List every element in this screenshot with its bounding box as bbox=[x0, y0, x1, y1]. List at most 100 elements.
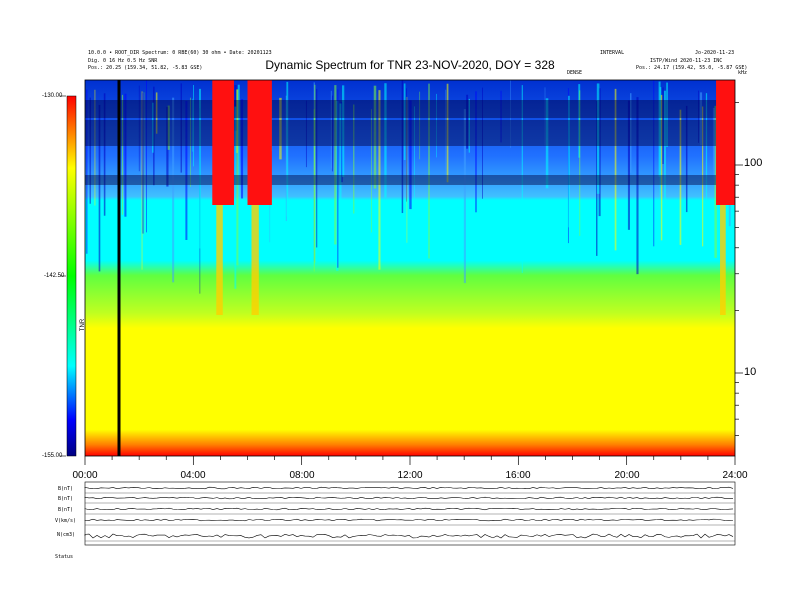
spectrum-stripe bbox=[384, 83, 387, 198]
spectrum-stripe bbox=[403, 83, 406, 161]
spectrum-stripe bbox=[401, 80, 404, 214]
spectrum-stripe bbox=[653, 80, 655, 247]
radio-burst bbox=[716, 80, 735, 205]
y-tick-100: 100 bbox=[744, 157, 763, 169]
spectrum-stripe bbox=[579, 90, 581, 236]
spectrum-stripe bbox=[468, 98, 470, 153]
y-axis-ticks bbox=[735, 102, 743, 436]
spectrum-stripe bbox=[482, 87, 483, 199]
colorbar-tick-bottom: -155.00 bbox=[42, 453, 63, 459]
spectrum-stripe bbox=[146, 80, 147, 233]
spectrum-stripe bbox=[199, 88, 201, 249]
lower-bottom-label: Status bbox=[55, 554, 74, 560]
lower-row-label-4: N(cm3) bbox=[57, 532, 76, 538]
x-tick-3: 12:00 bbox=[397, 470, 423, 481]
spectrum-stripe bbox=[332, 95, 333, 172]
spectrum-stripe bbox=[663, 90, 666, 242]
spectrum-stripe bbox=[98, 104, 101, 272]
radio-burst-tail bbox=[216, 205, 223, 315]
spectrum-stripe bbox=[167, 105, 170, 150]
lower-trace bbox=[84, 486, 734, 490]
spectrum-stripe bbox=[568, 95, 570, 228]
spectrum-stripe bbox=[94, 89, 96, 206]
lower-row-label-0: B(nT) bbox=[58, 486, 74, 492]
spectrum-stripe bbox=[172, 97, 175, 283]
spectrum-stripe bbox=[142, 92, 144, 234]
header-left-line3: Pos.: 20.25 (159.34, 51.82, -5.83 GSE) bbox=[88, 65, 203, 71]
spectrum-stripe bbox=[337, 89, 339, 268]
spectrum-stripe bbox=[596, 83, 600, 194]
header-right-line1: INTERVAL bbox=[600, 50, 625, 56]
spectrum-stripe bbox=[152, 102, 154, 153]
spectrum-stripe bbox=[166, 106, 169, 187]
spectrum-stripe bbox=[466, 94, 469, 149]
spectrum-stripe bbox=[521, 85, 523, 273]
colorbar-tick-mid: -142.50 bbox=[44, 273, 65, 279]
spectrum-stripe bbox=[191, 98, 193, 152]
spectrum-stripe bbox=[340, 102, 343, 183]
spectrum-stripe bbox=[614, 88, 617, 251]
spectrum-stripe bbox=[406, 88, 407, 202]
spectrum-stripe bbox=[313, 109, 315, 272]
spectrum-stripe bbox=[544, 87, 546, 146]
header-right-line2: Jo-2020-11-23 bbox=[695, 50, 735, 56]
spectrum-stripe bbox=[419, 91, 421, 160]
spectrum-stripe bbox=[143, 92, 145, 235]
spectrum-stripe bbox=[155, 92, 158, 134]
spectrum-stripe bbox=[237, 84, 240, 209]
radio-burst-tail bbox=[251, 205, 259, 315]
colorbar-label: TNR bbox=[80, 318, 87, 332]
spectrum-stripe bbox=[714, 105, 717, 258]
header-right-line4: Pos.: 24.17 (159.42, 55.0, -5.87 GSE) bbox=[636, 65, 748, 71]
spectrum-stripe bbox=[305, 100, 307, 168]
spectrum-stripe bbox=[698, 90, 699, 143]
spectrum-stripe bbox=[685, 105, 688, 213]
spectrum-stripe bbox=[138, 85, 140, 172]
lower-trace bbox=[84, 507, 734, 511]
lower-trace bbox=[84, 518, 734, 522]
spectrum-stripe bbox=[636, 97, 639, 275]
spectrum-stripe bbox=[598, 88, 601, 217]
spectrum-stripe bbox=[241, 99, 244, 199]
spectrum-stripe bbox=[286, 81, 289, 217]
spectrum-stripe bbox=[475, 91, 477, 213]
spectrum-stripe bbox=[353, 104, 355, 214]
spectrum-stripe bbox=[414, 106, 415, 235]
spectrum-stripe bbox=[699, 92, 703, 146]
lower-trace bbox=[84, 496, 734, 500]
spectrum-stripe bbox=[334, 85, 337, 245]
header-top-mid: DENSE bbox=[567, 70, 583, 76]
header-left-line1: 10.0.0 • ROOT_DIR Spectrum: 0 RBE(60) 30… bbox=[88, 50, 272, 56]
radio-bursts bbox=[212, 80, 735, 315]
spectrum-stripe bbox=[712, 107, 716, 183]
spectrum-stripe bbox=[378, 90, 381, 270]
header-left-line2: Dig. 0 16 Hz 0.5 Hz SNR bbox=[88, 58, 158, 64]
spectrum-stripe bbox=[124, 93, 127, 217]
spectrum-stripe bbox=[236, 89, 239, 266]
spectrum-band bbox=[85, 175, 735, 185]
radio-burst-tail bbox=[720, 205, 726, 315]
spectrum-stripe bbox=[658, 81, 661, 177]
spectrum-stripe bbox=[627, 100, 630, 230]
spectrum-stripe bbox=[180, 83, 182, 173]
spectrum-stripe bbox=[121, 94, 124, 215]
x-axis-ticks bbox=[84, 456, 736, 465]
spectrum-stripe bbox=[446, 83, 449, 183]
spectrum-stripe bbox=[189, 97, 191, 187]
spectrum-stripe bbox=[436, 93, 437, 158]
spectrum-stripe bbox=[285, 95, 287, 222]
spectrum-stripe bbox=[705, 93, 708, 208]
spectrum-stripe bbox=[596, 101, 598, 256]
header-right-line3: ISTP/Wind 2020-11-23 INC bbox=[650, 58, 723, 64]
spectrum-band bbox=[85, 100, 735, 118]
spectrum-stripe bbox=[336, 100, 339, 271]
spectrum-stripe bbox=[141, 91, 143, 270]
x-tick-0: 00:00 bbox=[72, 470, 98, 481]
spectrum-stripe bbox=[510, 80, 511, 148]
spectrum-stripe bbox=[339, 103, 342, 219]
spectrum-stripe bbox=[89, 97, 91, 204]
spectrum-stripe bbox=[193, 85, 195, 167]
x-tick-1: 04:00 bbox=[180, 470, 206, 481]
spectrum-stripe bbox=[153, 86, 155, 186]
spectrum-stripe bbox=[103, 93, 106, 216]
